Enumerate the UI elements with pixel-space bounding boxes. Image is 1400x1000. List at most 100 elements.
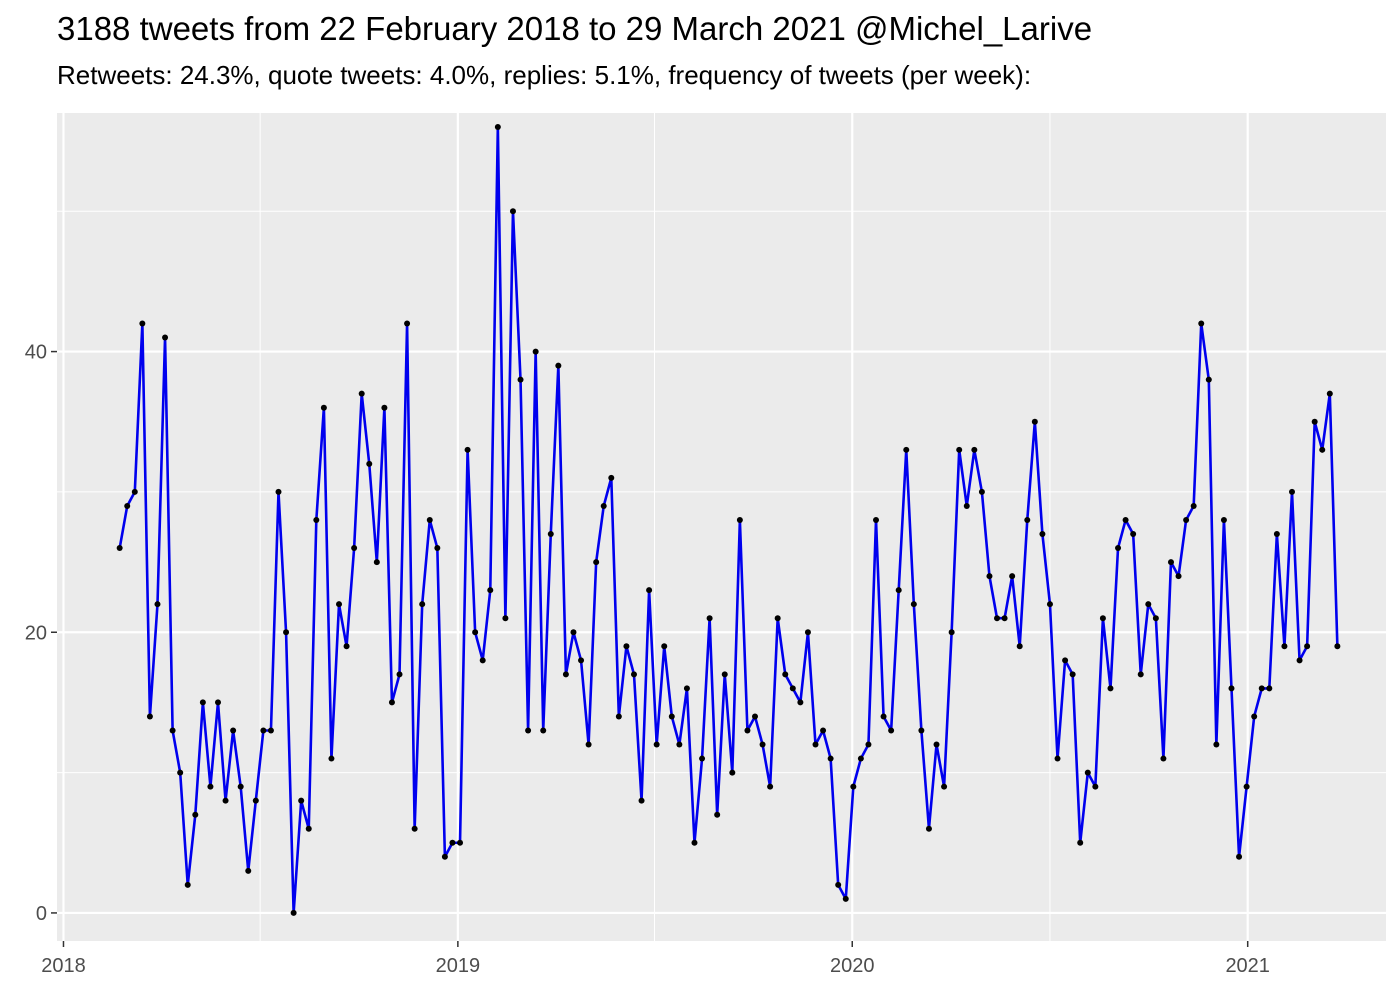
data-point xyxy=(457,839,464,846)
data-point xyxy=(328,755,335,762)
data-point xyxy=(1266,685,1273,692)
data-point xyxy=(1024,516,1031,523)
data-point xyxy=(479,657,486,664)
data-point xyxy=(1220,516,1227,523)
data-point xyxy=(275,488,282,495)
data-point xyxy=(1304,643,1311,650)
data-point xyxy=(789,685,796,692)
data-point xyxy=(1137,671,1144,678)
data-point xyxy=(978,488,985,495)
data-point xyxy=(646,587,653,594)
data-point xyxy=(736,516,743,523)
data-point xyxy=(404,320,411,327)
data-point xyxy=(1273,531,1280,538)
data-point xyxy=(184,881,191,888)
data-point xyxy=(683,685,690,692)
data-point xyxy=(1152,615,1159,622)
data-point xyxy=(593,559,600,566)
data-point xyxy=(396,671,403,678)
data-point xyxy=(1160,755,1167,762)
data-point xyxy=(941,783,948,790)
data-point xyxy=(925,825,932,832)
data-point xyxy=(1001,615,1008,622)
data-point xyxy=(963,502,970,509)
data-point xyxy=(774,615,781,622)
data-point xyxy=(729,769,736,776)
data-point xyxy=(1054,755,1061,762)
data-point xyxy=(600,502,607,509)
data-point xyxy=(313,516,320,523)
data-point xyxy=(245,867,252,874)
data-point xyxy=(116,545,123,552)
data-point xyxy=(1031,418,1038,425)
data-point xyxy=(207,783,214,790)
data-point xyxy=(532,348,539,355)
data-point xyxy=(903,446,910,453)
data-point xyxy=(661,643,668,650)
data-point xyxy=(366,460,373,467)
data-point xyxy=(676,741,683,748)
data-point xyxy=(578,657,585,664)
y-tick-label: 0 xyxy=(36,903,47,925)
data-point xyxy=(1213,741,1220,748)
data-point xyxy=(1243,783,1250,790)
y-tick-label: 40 xyxy=(25,342,47,364)
data-point xyxy=(1205,376,1212,383)
data-point xyxy=(1145,601,1152,608)
data-point xyxy=(744,727,751,734)
data-point xyxy=(1069,671,1076,678)
data-point xyxy=(222,797,229,804)
data-point xyxy=(1016,643,1023,650)
x-tick-label: 2018 xyxy=(41,955,86,977)
data-point xyxy=(570,629,577,636)
data-point xyxy=(638,797,645,804)
data-point xyxy=(1190,502,1197,509)
data-point xyxy=(630,671,637,678)
data-point xyxy=(146,713,153,720)
x-tick-label: 2020 xyxy=(830,955,875,977)
data-point xyxy=(320,404,327,411)
data-point xyxy=(351,545,358,552)
data-point xyxy=(986,573,993,580)
data-point xyxy=(547,531,554,538)
data-point xyxy=(842,895,849,902)
data-point xyxy=(343,643,350,650)
data-point xyxy=(1092,783,1099,790)
data-point xyxy=(699,755,706,762)
data-point xyxy=(139,320,146,327)
data-point xyxy=(472,629,479,636)
data-point xyxy=(918,727,925,734)
data-point xyxy=(827,755,834,762)
chart-title: 3188 tweets from 22 February 2018 to 29 … xyxy=(57,10,1093,47)
data-point xyxy=(1062,657,1069,664)
data-point xyxy=(373,559,380,566)
data-point xyxy=(252,797,259,804)
data-point xyxy=(668,713,675,720)
data-point xyxy=(1077,839,1084,846)
data-point xyxy=(1039,531,1046,538)
data-point xyxy=(653,741,660,748)
data-point xyxy=(1183,516,1190,523)
data-point xyxy=(1311,418,1318,425)
data-point xyxy=(517,376,524,383)
x-tick-label: 2021 xyxy=(1225,955,1270,977)
data-point xyxy=(948,629,955,636)
data-point xyxy=(298,797,305,804)
data-point xyxy=(305,825,312,832)
data-point xyxy=(192,811,199,818)
data-point xyxy=(502,615,509,622)
data-point xyxy=(562,671,569,678)
data-point xyxy=(933,741,940,748)
chart-subtitle: Retweets: 24.3%, quote tweets: 4.0%, rep… xyxy=(57,60,1032,90)
data-point xyxy=(1046,601,1053,608)
data-point xyxy=(494,124,501,131)
series-line xyxy=(118,125,1339,915)
data-point xyxy=(873,516,880,523)
data-point xyxy=(555,362,562,369)
data-point xyxy=(1099,615,1106,622)
data-point xyxy=(1175,573,1182,580)
data-point xyxy=(812,741,819,748)
data-point xyxy=(525,727,532,734)
data-point xyxy=(1251,713,1258,720)
